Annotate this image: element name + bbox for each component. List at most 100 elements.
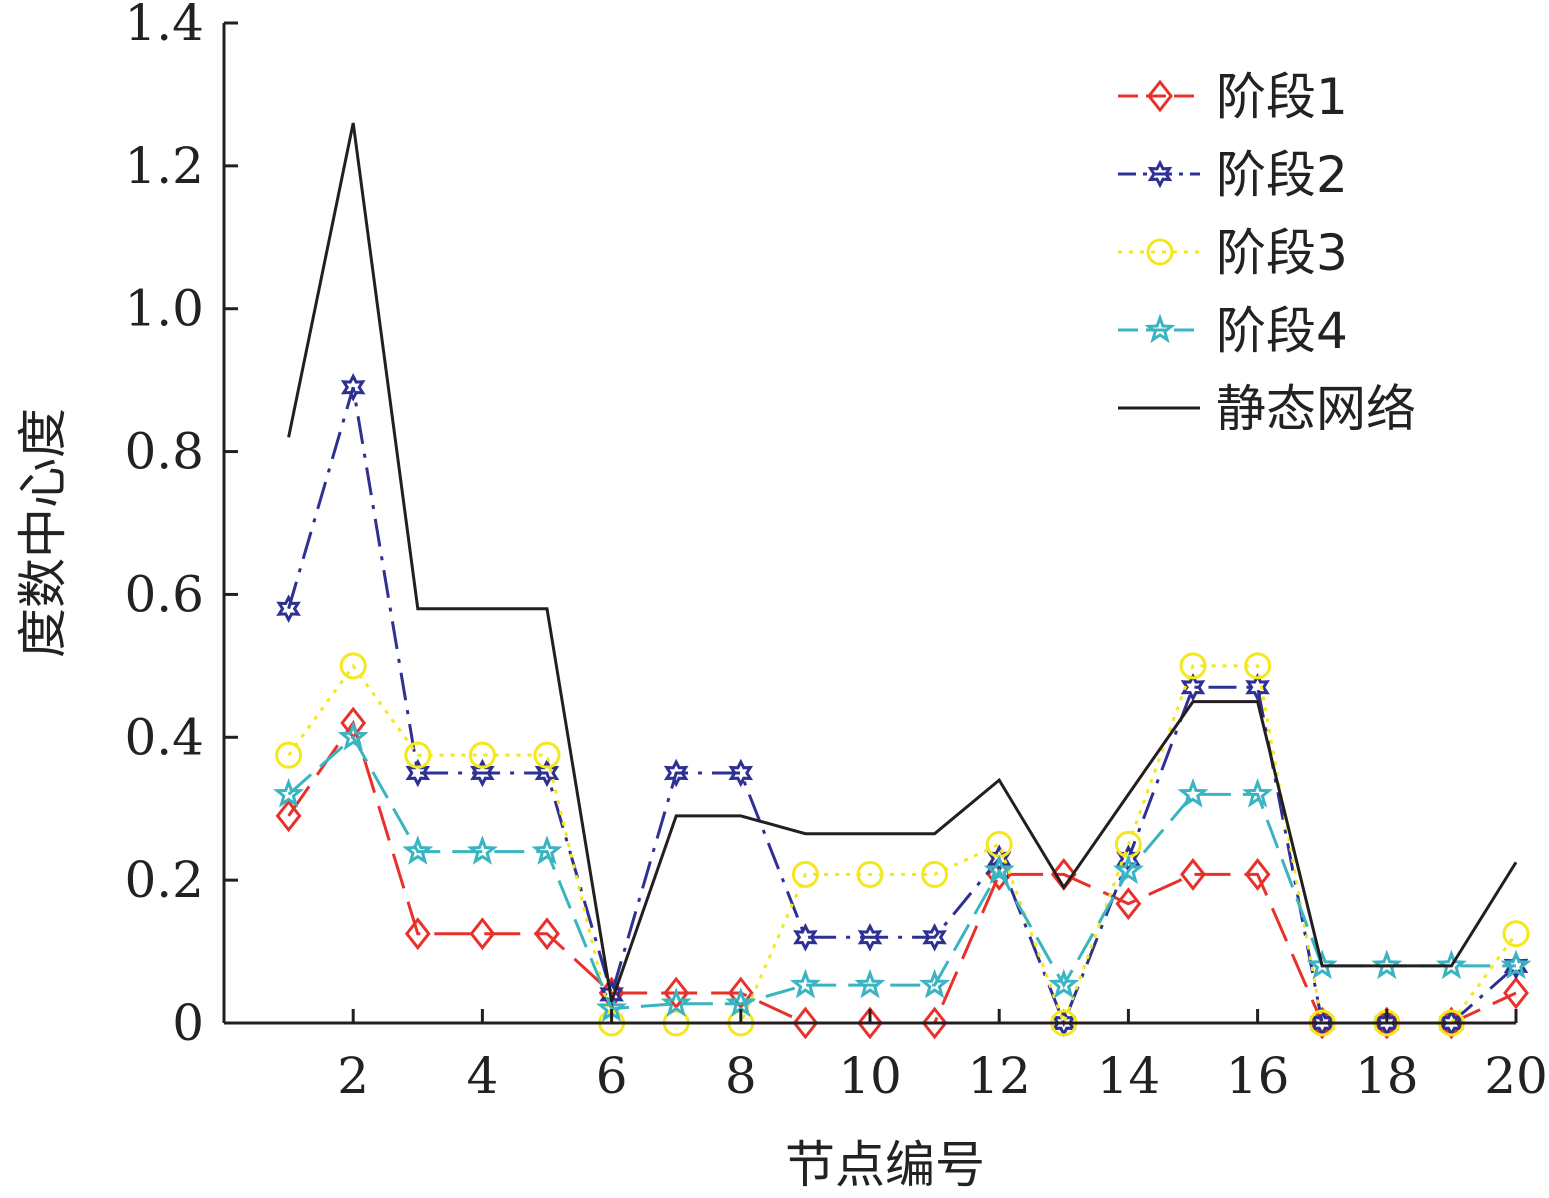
legend-item-4: 阶段4 (1118, 302, 1348, 360)
series-layer (273, 122, 1532, 1040)
x-tick-label: 2 (337, 1047, 369, 1105)
y-tick-label: 0.4 (124, 708, 204, 766)
data-point (531, 835, 563, 865)
data-point (1245, 673, 1270, 702)
data-point (1244, 858, 1271, 891)
y-tick-label: 0.6 (124, 565, 204, 623)
data-point (275, 799, 302, 833)
data-point (337, 720, 369, 751)
legend-label: 阶段4 (1216, 302, 1348, 360)
x-axis-title: 节点编号 (785, 1136, 985, 1194)
data-point (534, 917, 560, 951)
data-point (792, 1006, 819, 1040)
axes-layer: 2 4 6 8 10 12 14 16 18 20 0 0.2 0.4 0.6 0.8 1.0 1.2 1.4 (124, 0, 1547, 1105)
y-tick-label: 0 (172, 994, 204, 1052)
data-point (1179, 652, 1207, 680)
data-point (1371, 949, 1403, 980)
legend-label: 阶段1 (1216, 68, 1348, 126)
data-point (340, 373, 366, 402)
legend-marker (1144, 313, 1176, 344)
series-3 (275, 652, 1530, 1037)
data-point (468, 741, 496, 769)
legend-item-2: 阶段2 (1118, 146, 1348, 204)
data-point (1503, 951, 1529, 981)
legend-item-1: 阶段1 (1118, 68, 1348, 126)
legend-label: 静态网络 (1216, 380, 1416, 438)
data-point (921, 1006, 948, 1040)
data-point (985, 830, 1013, 858)
x-tick-label: 20 (1484, 1047, 1548, 1105)
data-point (857, 1006, 883, 1040)
y-tick-label: 1.4 (124, 0, 204, 52)
data-point (1048, 968, 1080, 999)
series-4 (273, 720, 1532, 1022)
data-point (1180, 673, 1206, 702)
data-point (1244, 652, 1272, 680)
x-tick-label: 6 (596, 1047, 628, 1105)
data-point (922, 923, 947, 952)
y-axis-title: 度数中心度 (14, 408, 72, 658)
legend-marker (1147, 159, 1173, 189)
x-tick-label: 16 (1226, 1047, 1290, 1105)
data-point (663, 758, 689, 788)
data-point (470, 758, 495, 788)
data-point (534, 758, 560, 788)
data-point (1112, 854, 1144, 885)
data-point (1503, 976, 1529, 1010)
data-point (466, 835, 498, 865)
data-point (789, 968, 821, 999)
legend-item-3: 阶段3 (1118, 224, 1348, 282)
data-point (469, 917, 496, 951)
data-point (275, 741, 303, 769)
data-point (405, 758, 431, 788)
data-point (1435, 949, 1467, 980)
x-tick-label: 10 (838, 1047, 902, 1105)
data-point (339, 652, 367, 680)
x-tick-label: 8 (725, 1047, 757, 1105)
legend: 阶段1 阶段2 阶段3 阶段4 静态网络 (1118, 68, 1416, 438)
data-point (1115, 887, 1142, 921)
data-point (533, 741, 561, 769)
data-point (921, 860, 949, 888)
data-point (1502, 920, 1530, 948)
data-point (402, 835, 434, 865)
legend-marker (1147, 79, 1173, 113)
y-tick-label: 0.8 (124, 423, 204, 481)
series-2 (276, 373, 1529, 1038)
data-point (404, 741, 432, 769)
series-line (287, 122, 1518, 1003)
data-point (660, 987, 692, 1017)
x-tick-label: 4 (466, 1047, 498, 1105)
data-point (1306, 949, 1338, 980)
data-point (857, 923, 883, 952)
x-tick-label: 12 (967, 1047, 1031, 1105)
y-tick-label: 0.2 (124, 851, 204, 909)
data-point (854, 968, 886, 999)
data-point (1177, 777, 1209, 808)
series-line (287, 663, 1518, 1028)
data-point (983, 854, 1015, 885)
y-tick-label: 1.0 (124, 280, 204, 338)
data-point (728, 758, 754, 788)
legend-item-5: 静态网络 (1118, 380, 1416, 438)
series-line (287, 386, 1517, 1028)
data-point (273, 777, 305, 808)
data-point (856, 860, 884, 888)
data-point (1242, 777, 1274, 808)
legend-label: 阶段3 (1216, 224, 1348, 282)
y-tick-label: 1.2 (124, 137, 204, 195)
data-point (404, 917, 431, 951)
series-line (287, 734, 1516, 1011)
data-point (725, 987, 757, 1017)
series-5 (287, 122, 1518, 1003)
x-tick-label: 14 (1097, 1047, 1161, 1105)
legend-marker (1146, 238, 1174, 266)
data-point (919, 968, 951, 999)
data-point (793, 923, 818, 952)
data-point (1500, 949, 1532, 980)
x-tick-label: 18 (1355, 1047, 1419, 1105)
legend-label: 阶段2 (1216, 146, 1348, 204)
data-point (276, 594, 301, 623)
data-point (791, 860, 819, 888)
